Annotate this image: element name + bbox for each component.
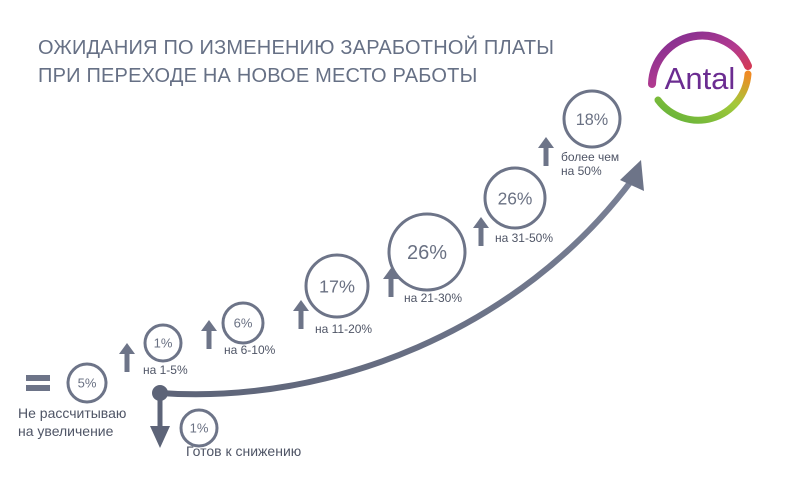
bubble-3 (221, 301, 265, 345)
bubble-7 (562, 89, 622, 149)
equal-icon-bar-0 (26, 375, 50, 381)
growth-curve-arrowhead (620, 160, 644, 191)
title-line-2: ПРИ ПЕРЕХОДЕ НА НОВОЕ МЕСТО РАБОТЫ (38, 65, 478, 87)
up-arrow-shaft-7 (543, 146, 549, 166)
down-arrow-head (150, 426, 170, 448)
category-label-0: Не рассчитываю на увеличение (18, 405, 126, 439)
up-arrow-shaft-2 (124, 352, 130, 372)
bubble-value-4: 17% (319, 276, 355, 296)
category-label-4: на 11-20% (315, 322, 372, 336)
bubble-4 (304, 253, 370, 319)
up-arrow-shaft-4 (298, 309, 304, 329)
bubble-2 (143, 323, 183, 363)
logo-ring-top (648, 31, 752, 88)
up-arrow-icon-5 (383, 268, 399, 279)
up-arrow-shaft-6 (478, 226, 484, 246)
bubble-1 (179, 408, 219, 448)
bubble-value-5: 26% (407, 242, 447, 264)
up-arrow-shaft-3 (206, 329, 212, 349)
bubble-5 (387, 212, 467, 292)
category-label-2: на 1-5% (143, 363, 188, 377)
category-label-5: на 21-30% (404, 291, 462, 305)
category-label-7: более чем на 50% (561, 150, 619, 178)
bubble-value-2: 1% (154, 336, 173, 351)
bubble-value-7: 18% (576, 111, 609, 129)
logo-text: Antal (665, 61, 736, 96)
up-arrow-icon-2 (119, 343, 135, 354)
up-arrow-icon-3 (201, 320, 217, 331)
logo-ring-bottom (654, 70, 752, 124)
up-arrow-icon-7 (538, 137, 554, 148)
bubble-6 (483, 166, 547, 230)
bubble-value-3: 6% (234, 316, 253, 331)
bubble-0 (66, 362, 108, 404)
up-arrow-icon-6 (473, 217, 489, 228)
title-line-1: ОЖИДАНИЯ ПО ИЗМЕНЕНИЮ ЗАРАБОТНОЙ ПЛАТЫ (38, 37, 555, 59)
equal-icon-bar-1 (26, 385, 50, 391)
bubble-value-6: 26% (498, 188, 533, 208)
category-label-6: на 31-50% (495, 231, 553, 245)
curve-start-dot (152, 385, 168, 401)
up-arrow-icon-4 (293, 300, 309, 311)
bubble-value-0: 5% (78, 376, 97, 391)
bubble-value-1: 1% (190, 421, 209, 436)
category-label-1: Готов к снижению (186, 443, 301, 459)
chart-title: ОЖИДАНИЯ ПО ИЗМЕНЕНИЮ ЗАРАБОТНОЙ ПЛАТЫ П… (38, 34, 598, 90)
up-arrow-shaft-5 (388, 277, 394, 297)
category-label-3: на 6-10% (224, 343, 276, 357)
growth-curve (157, 177, 635, 398)
antal-logo: Antal (648, 31, 752, 124)
